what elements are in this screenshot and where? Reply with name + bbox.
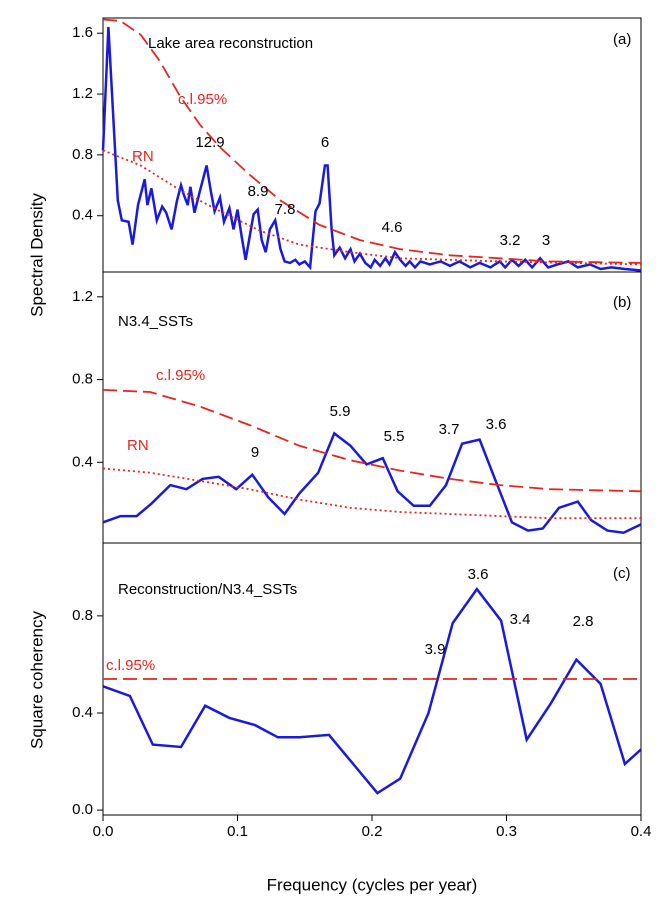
- y-tick-label: 0.8: [72, 371, 93, 388]
- annotation: 9: [251, 444, 259, 461]
- line-series: [101, 27, 642, 272]
- panel-label: (c): [613, 565, 631, 582]
- plot-frame: [102, 17, 642, 273]
- series-label: c.l.95%: [178, 91, 227, 108]
- panel-text: Lake area reconstruction: [148, 35, 313, 52]
- annotation: 3.4: [510, 611, 531, 628]
- annotation: 5.9: [330, 403, 351, 420]
- line-series: [102, 389, 642, 493]
- annotation: 3.6: [486, 416, 507, 433]
- annotation: 8.9: [248, 183, 269, 200]
- series-label: RN: [127, 437, 149, 454]
- panel-label: (b): [613, 294, 631, 311]
- annotation: 3: [542, 232, 550, 249]
- x-tick-label: 0.1: [227, 823, 248, 840]
- annotation: 5.5: [384, 428, 405, 445]
- y-tick-label: 0.4: [72, 453, 93, 470]
- y-tick-label: 1.2: [72, 288, 93, 305]
- annotation: 2.8: [573, 613, 594, 630]
- series-label: c.l.95%: [156, 367, 205, 384]
- annotation: 3.2: [500, 232, 521, 249]
- y-tick-label: 0.0: [72, 801, 93, 818]
- annotation: 7.8: [275, 201, 296, 218]
- y-axis-label: Spectral Density: [27, 193, 46, 317]
- series-label: RN: [132, 148, 154, 165]
- x-tick-label: 0.2: [362, 823, 383, 840]
- series-label: c.l.95%: [106, 657, 155, 674]
- x-axis-label: Frequency (cycles per year): [267, 875, 478, 894]
- panel-text: Reconstruction/N3.4_SSTs: [118, 581, 297, 598]
- annotation: 4.6: [382, 219, 403, 236]
- line-series: [102, 586, 642, 795]
- panel-label: (a): [613, 31, 631, 48]
- line-series: [102, 149, 642, 266]
- x-tick-label: 0.4: [631, 823, 652, 840]
- annotation: 6: [321, 134, 329, 151]
- line-series: [102, 18, 642, 264]
- y-tick-label: 0.4: [72, 704, 93, 721]
- annotation: 12.9: [195, 134, 224, 151]
- panel-text: N3.4_SSTs: [118, 313, 193, 330]
- y-tick-label: 1.2: [72, 85, 93, 102]
- annotation: 3.7: [439, 421, 460, 438]
- line-series: [102, 467, 641, 520]
- annotation: 3.9: [425, 641, 446, 658]
- y-tick-label: 1.6: [72, 24, 93, 41]
- y-tick-label: 0.8: [72, 146, 93, 163]
- y-axis-label: Square coherency: [27, 611, 46, 749]
- y-tick-label: 0.8: [72, 607, 93, 624]
- x-tick-label: 0.3: [496, 823, 517, 840]
- x-tick-label: 0.0: [93, 823, 114, 840]
- y-tick-label: 0.4: [72, 207, 93, 224]
- annotation: 3.6: [468, 566, 489, 583]
